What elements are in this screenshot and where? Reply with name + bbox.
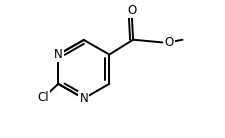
Text: Cl: Cl — [38, 91, 49, 104]
Text: O: O — [164, 36, 173, 49]
Text: N: N — [54, 48, 62, 61]
Text: N: N — [79, 92, 88, 105]
Text: O: O — [127, 4, 136, 17]
